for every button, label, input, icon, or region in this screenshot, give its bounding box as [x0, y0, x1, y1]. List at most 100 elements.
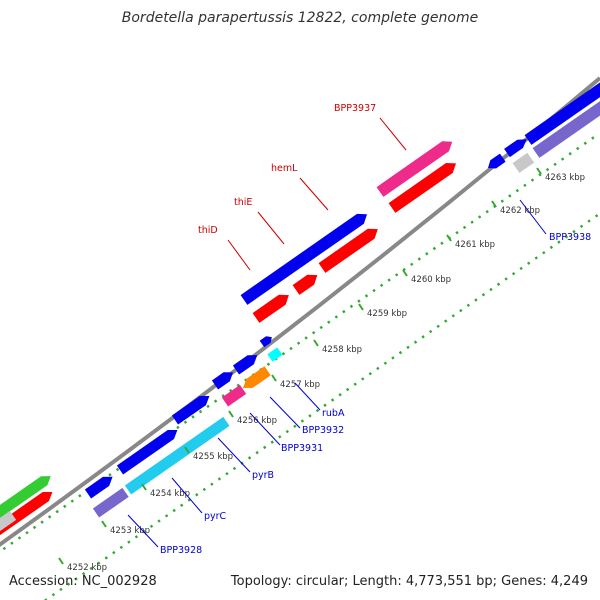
outer-tick	[364, 294, 369, 298]
outer-tick	[342, 309, 346, 314]
gene-label-pyrC: pyrC	[204, 511, 227, 522]
inner-tick	[345, 387, 350, 392]
outer-tick	[485, 209, 489, 214]
rubA-gene	[267, 347, 283, 362]
inner-tick	[262, 445, 267, 450]
reverse-gene	[292, 274, 318, 295]
forward-gene	[259, 336, 272, 348]
inner-tick	[338, 393, 342, 397]
inner-tick	[481, 293, 486, 297]
outer-tick	[32, 525, 37, 530]
gene-leader-line	[127, 514, 159, 548]
inner-tick	[187, 498, 191, 502]
inner-tick	[149, 524, 154, 529]
outer-tick	[55, 509, 59, 514]
inner-tick	[66, 582, 71, 586]
outer-tick	[387, 278, 391, 282]
gene-features	[0, 82, 600, 536]
outer-tick	[591, 136, 595, 140]
accession-text: Accession: NC_002928	[9, 574, 157, 589]
outer-tick	[553, 162, 557, 167]
outer-tick	[25, 530, 29, 535]
inner-tick	[278, 435, 282, 439]
inner-tick	[308, 414, 312, 418]
inner-tick	[459, 308, 463, 313]
gene-leader-line	[294, 382, 321, 411]
inner-tick	[157, 519, 161, 523]
inner-tick	[285, 429, 289, 434]
inner-tick	[255, 450, 259, 455]
outer-tick	[10, 541, 14, 545]
inner-tick	[210, 482, 214, 486]
forward-gene	[171, 396, 210, 425]
outer-tick	[78, 494, 82, 498]
outer-tick	[327, 320, 331, 324]
inner-tick	[300, 419, 305, 423]
outer-tick	[17, 536, 22, 540]
outer-tick	[357, 299, 361, 303]
forward-gene	[488, 153, 506, 169]
inner-tick	[315, 408, 320, 413]
BPP3931-gene	[221, 384, 247, 407]
gene-leader-line	[171, 477, 203, 514]
gene-label-BPP3938: BPP3938	[549, 232, 591, 243]
outer-tick	[40, 520, 44, 524]
outer-tick	[417, 257, 421, 261]
gene-label-thiE: thiE	[234, 197, 252, 208]
inner-tick	[112, 550, 116, 555]
outer-tick	[70, 499, 74, 503]
inner-tick	[81, 571, 86, 576]
inner-tick	[474, 298, 478, 302]
forward-gene	[211, 372, 233, 390]
inner-tick	[217, 477, 222, 481]
scale-tick	[313, 339, 319, 347]
inner-tick	[127, 540, 131, 544]
outer-tick	[477, 215, 482, 219]
scale-label: 4260 kbp	[411, 275, 451, 285]
inner-tick	[436, 324, 440, 329]
inner-tick	[564, 235, 569, 239]
scale-label: 4261 kbp	[455, 240, 495, 250]
outer-tick	[379, 283, 384, 288]
inner-tick	[164, 514, 169, 518]
inner-tick	[594, 214, 599, 218]
scale-tick	[58, 557, 64, 565]
inner-tick	[361, 377, 365, 381]
outer-tick	[63, 504, 67, 509]
forward-gene	[84, 476, 113, 499]
inner-tick	[225, 471, 229, 476]
outer-tick	[432, 246, 437, 251]
inner-tick	[549, 245, 554, 250]
inner-tick	[59, 587, 63, 592]
inner-tick	[270, 440, 274, 444]
gene-leader-line	[249, 412, 281, 446]
scale-tick	[228, 410, 234, 418]
outer-tick	[455, 230, 459, 235]
outer-tick	[402, 267, 406, 272]
gene-leader-line	[299, 177, 329, 211]
outer-tick	[281, 352, 286, 356]
scale-tick	[402, 269, 408, 277]
inner-tick	[74, 577, 78, 581]
scale-label: 4255 kbp	[193, 452, 233, 462]
gene-label-BPP3937: BPP3937	[334, 103, 376, 114]
outer-tick	[425, 252, 429, 256]
gene-label-BPP3932: BPP3932	[302, 425, 344, 436]
outer-tick	[560, 157, 565, 161]
inner-tick	[444, 319, 448, 323]
outer-tick	[311, 330, 316, 335]
inner-tick	[421, 335, 425, 339]
reverse-gene	[318, 228, 378, 273]
outer-tick	[176, 425, 180, 430]
grey-gene	[0, 510, 17, 532]
outer-tick	[266, 362, 271, 366]
forward-gene	[504, 139, 527, 158]
BPP3928-gene	[92, 487, 129, 518]
forward-gene	[524, 82, 600, 145]
inner-tick	[406, 345, 410, 350]
map-title: Bordetella parapertussis 12822, complete…	[121, 10, 479, 26]
gene-label-BPP3928: BPP3928	[160, 545, 202, 556]
inner-tick	[376, 366, 380, 371]
inner-tick	[330, 398, 335, 402]
BPP3932-gene	[243, 366, 271, 388]
